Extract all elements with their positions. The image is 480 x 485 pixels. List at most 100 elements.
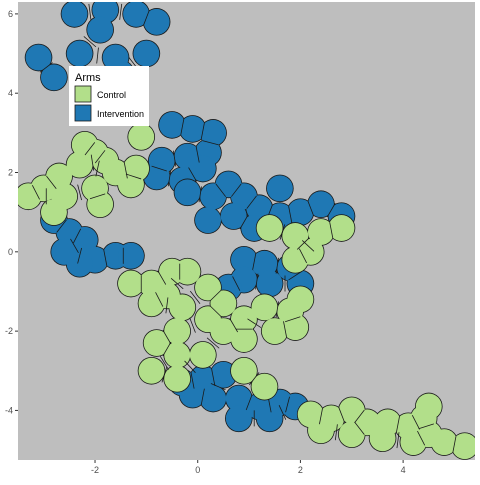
control-unit-border [84,142,96,156]
control-unit-border [77,184,82,201]
x-tick-label: -2 [91,465,99,475]
intervention-unit-border [215,183,227,197]
intervention-unit-border [200,388,205,405]
control-unit-border [418,423,434,430]
intervention-area [251,250,278,277]
control-unit-border [301,240,315,252]
intervention-area [225,405,252,432]
intervention-area [179,115,206,142]
control-cluster [255,214,356,274]
intervention-area [61,2,88,27]
control-area [164,318,191,345]
control-unit-border [248,372,260,386]
y-tick-label: 0 [8,247,13,257]
intervention-unit-border [202,140,219,146]
intervention-unit-border [239,214,249,230]
control-unit-border [296,238,310,250]
intervention-area [174,179,201,206]
intervention-unit-border [167,170,172,187]
control-unit-border [184,360,196,373]
control-area [164,341,191,368]
control-area [431,429,458,456]
control-unit-border [165,297,169,314]
intervention-area [66,250,93,277]
control-area [307,417,334,444]
intervention-area [143,8,170,35]
control-area [174,258,201,285]
control-area [230,306,257,333]
intervention-cluster [214,245,315,302]
y-tick-label: 6 [8,9,13,19]
intervention-unit-border [119,3,123,20]
intervention-area [87,16,114,43]
intervention-unit-border [143,10,150,26]
x-tick-label: 0 [195,465,200,475]
y-tick-label: 4 [8,88,13,98]
intervention-area [287,199,314,226]
control-area [138,290,165,317]
intervention-area [200,385,227,412]
intervention-unit-border [245,394,253,411]
control-unit-border [89,193,106,200]
control-unit-border [284,316,301,323]
intervention-area [225,385,252,412]
control-area [164,365,191,392]
series-control [18,123,475,460]
intervention-area [159,111,186,138]
legend-title: Arms [75,72,101,84]
x-tick-label: 2 [298,465,303,475]
control-area [128,123,155,150]
intervention-area [266,175,293,202]
control-unit-border [247,318,262,328]
control-unit-border [170,278,184,290]
control-area [210,318,237,345]
control-unit-border [279,224,286,240]
intervention-area [220,203,247,230]
intervention-area [256,405,283,432]
legend-key-intervention [74,104,92,122]
control-unit-border [209,305,222,318]
intervention-unit-border [88,3,92,20]
control-unit-border [189,290,201,304]
control-unit-border [161,366,168,383]
intervention-unit-border [307,200,314,216]
intervention-unit-border [200,122,205,139]
x-tick-label: 4 [401,465,406,475]
y-tick-label: -4 [5,405,13,415]
intervention-unit-border [211,368,216,385]
control-unit-border [329,222,334,238]
control-unit-border [159,355,169,370]
intervention-unit-border [103,249,108,266]
control-unit-border [209,289,222,302]
legend-label-control: Control [97,90,126,100]
control-area [451,433,475,460]
intervention-unit-border [188,167,197,182]
intervention-unit-border [39,62,53,73]
legend: Arms Control Intervention [69,66,149,126]
control-unit-border [411,415,420,430]
control-cluster [18,123,156,226]
intervention-area [66,40,93,67]
control-area [338,421,365,448]
intervention-area [189,155,216,182]
intervention-unit-border [96,47,99,64]
control-area [307,218,334,245]
control-unit-border [417,430,426,446]
intervention-unit-border [195,146,200,163]
control-area [256,215,283,242]
control-area [18,183,42,210]
control-area [230,326,257,353]
intervention-unit-border [232,276,241,291]
intervention-unit-border [180,118,185,135]
intervention-unit-border [73,228,82,244]
control-area [143,330,170,357]
control-unit-border [95,160,100,177]
intervention-area [256,270,283,297]
control-unit-border [189,317,196,333]
control-area [400,429,427,456]
control-unit-border [354,409,365,423]
control-unit-border [275,301,279,318]
intervention-unit-border [210,383,226,391]
control-unit-border [354,421,365,435]
intervention-area [117,242,144,269]
